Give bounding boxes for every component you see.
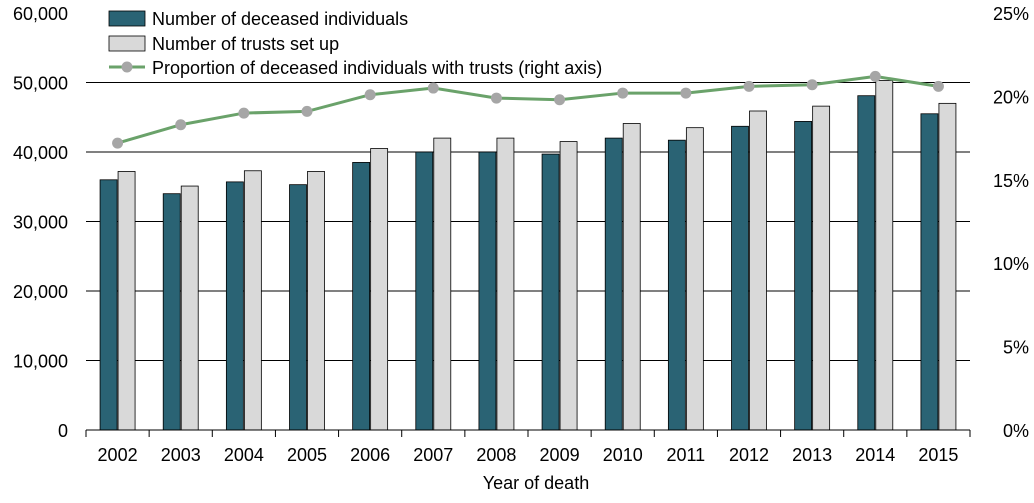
point-proportion-2015	[932, 80, 944, 92]
bar-deceased-2014	[857, 95, 876, 431]
x-tick-label-2008: 2008	[476, 445, 516, 465]
x-tick-label-2003: 2003	[161, 445, 201, 465]
bar-series	[99, 80, 957, 431]
y-axis-right: 0% 5% 10% 15% 20% 25%	[993, 4, 1029, 441]
point-proportion-2012	[743, 80, 755, 92]
bar-trusts-2007	[433, 137, 452, 431]
legend-swatch-deceased	[108, 10, 146, 27]
bar-trusts-2012	[749, 110, 767, 431]
y-right-tick-15: 15%	[993, 171, 1029, 191]
point-proportion-2011	[680, 87, 692, 99]
x-tick-label-2013: 2013	[792, 445, 832, 465]
bar-deceased-2004	[225, 181, 244, 431]
y-left-tick-10000: 10,000	[13, 352, 68, 372]
legend-label-trusts: Number of trusts set up	[152, 34, 339, 54]
x-axis-title: Year of death	[483, 473, 589, 493]
y-right-tick-0: 0%	[1003, 421, 1029, 441]
x-tick-label-2004: 2004	[224, 445, 264, 465]
bar-trusts-2014	[875, 80, 894, 431]
bar-deceased-2008	[478, 151, 497, 431]
point-proportion-2014	[869, 70, 881, 82]
bar-deceased-2013	[794, 121, 813, 431]
y-right-tick-10: 10%	[993, 254, 1029, 274]
legend-marker-proportion	[121, 61, 133, 73]
y-axis-left: 0 10,000 20,000 30,000 40,000 50,000 60,000	[13, 4, 68, 441]
y-left-tick-30000: 30,000	[13, 213, 68, 233]
point-proportion-2003	[175, 119, 187, 131]
gridlines	[86, 82, 970, 361]
point-proportion-2010	[617, 87, 629, 99]
x-tick-label-2015: 2015	[918, 445, 958, 465]
point-proportion-2004	[238, 107, 250, 119]
bar-trusts-2008	[496, 137, 515, 431]
line-series	[112, 70, 944, 149]
x-tick-label-2005: 2005	[287, 445, 327, 465]
point-proportion-2009	[554, 94, 566, 106]
bar-deceased-2003	[162, 193, 181, 431]
bar-deceased-2012	[731, 125, 749, 431]
bar-deceased-2007	[415, 151, 434, 431]
bar-deceased-2006	[352, 162, 371, 431]
bar-trusts-2015	[938, 102, 957, 431]
point-proportion-2002	[112, 137, 124, 149]
bar-deceased-2002	[99, 179, 118, 431]
y-right-tick-5: 5%	[1003, 338, 1029, 358]
point-proportion-2013	[806, 79, 818, 91]
x-tick-label-2014: 2014	[855, 445, 895, 465]
x-tick-label-2002: 2002	[98, 445, 138, 465]
bar-deceased-2009	[541, 153, 560, 431]
y-left-tick-40000: 40,000	[13, 143, 68, 163]
x-tick-label-2007: 2007	[413, 445, 453, 465]
x-tick-label-2011: 2011	[666, 445, 705, 465]
bar-trusts-2004	[243, 170, 262, 431]
x-axis: 2002 2003 2004 2005 2006 2007 2008 2009 2010 2011…	[85, 430, 971, 465]
legend-label-deceased: Number of deceased individuals	[152, 9, 408, 29]
y-left-tick-20000: 20,000	[13, 282, 68, 302]
bar-trusts-2013	[812, 105, 831, 431]
bar-trusts-2005	[307, 171, 325, 431]
line-proportion	[117, 74, 939, 145]
bar-trusts-2002	[117, 171, 136, 431]
point-proportion-2008	[490, 92, 502, 104]
point-proportion-2006	[364, 89, 376, 101]
x-tick-label-2010: 2010	[603, 445, 643, 465]
y-left-tick-50000: 50,000	[13, 74, 68, 94]
bar-deceased-2015	[920, 113, 939, 431]
bar-trusts-2010	[622, 123, 641, 431]
y-left-tick-60000: 60,000	[13, 4, 68, 24]
bar-trusts-2003	[180, 185, 199, 431]
y-right-tick-20: 20%	[993, 87, 1029, 107]
bar-trusts-2011	[685, 127, 704, 431]
x-tick-label-2012: 2012	[729, 445, 769, 465]
y-right-tick-25: 25%	[993, 4, 1029, 24]
point-proportion-2007	[427, 82, 439, 94]
bar-deceased-2005	[289, 184, 307, 431]
legend-swatch-trusts	[108, 35, 146, 52]
y-left-tick-0: 0	[58, 421, 68, 441]
bar-trusts-2009	[559, 141, 578, 431]
x-tick-label-2009: 2009	[540, 445, 580, 465]
legend-label-proportion: Proportion of deceased individuals with …	[152, 58, 602, 78]
x-tick-label-2006: 2006	[350, 445, 390, 465]
point-proportion-2005	[301, 105, 313, 117]
bar-deceased-2011	[667, 139, 686, 431]
bar-trusts-2006	[370, 148, 389, 431]
legend: Number of deceased individuals Number of…	[108, 9, 602, 78]
bar-deceased-2010	[604, 137, 623, 431]
